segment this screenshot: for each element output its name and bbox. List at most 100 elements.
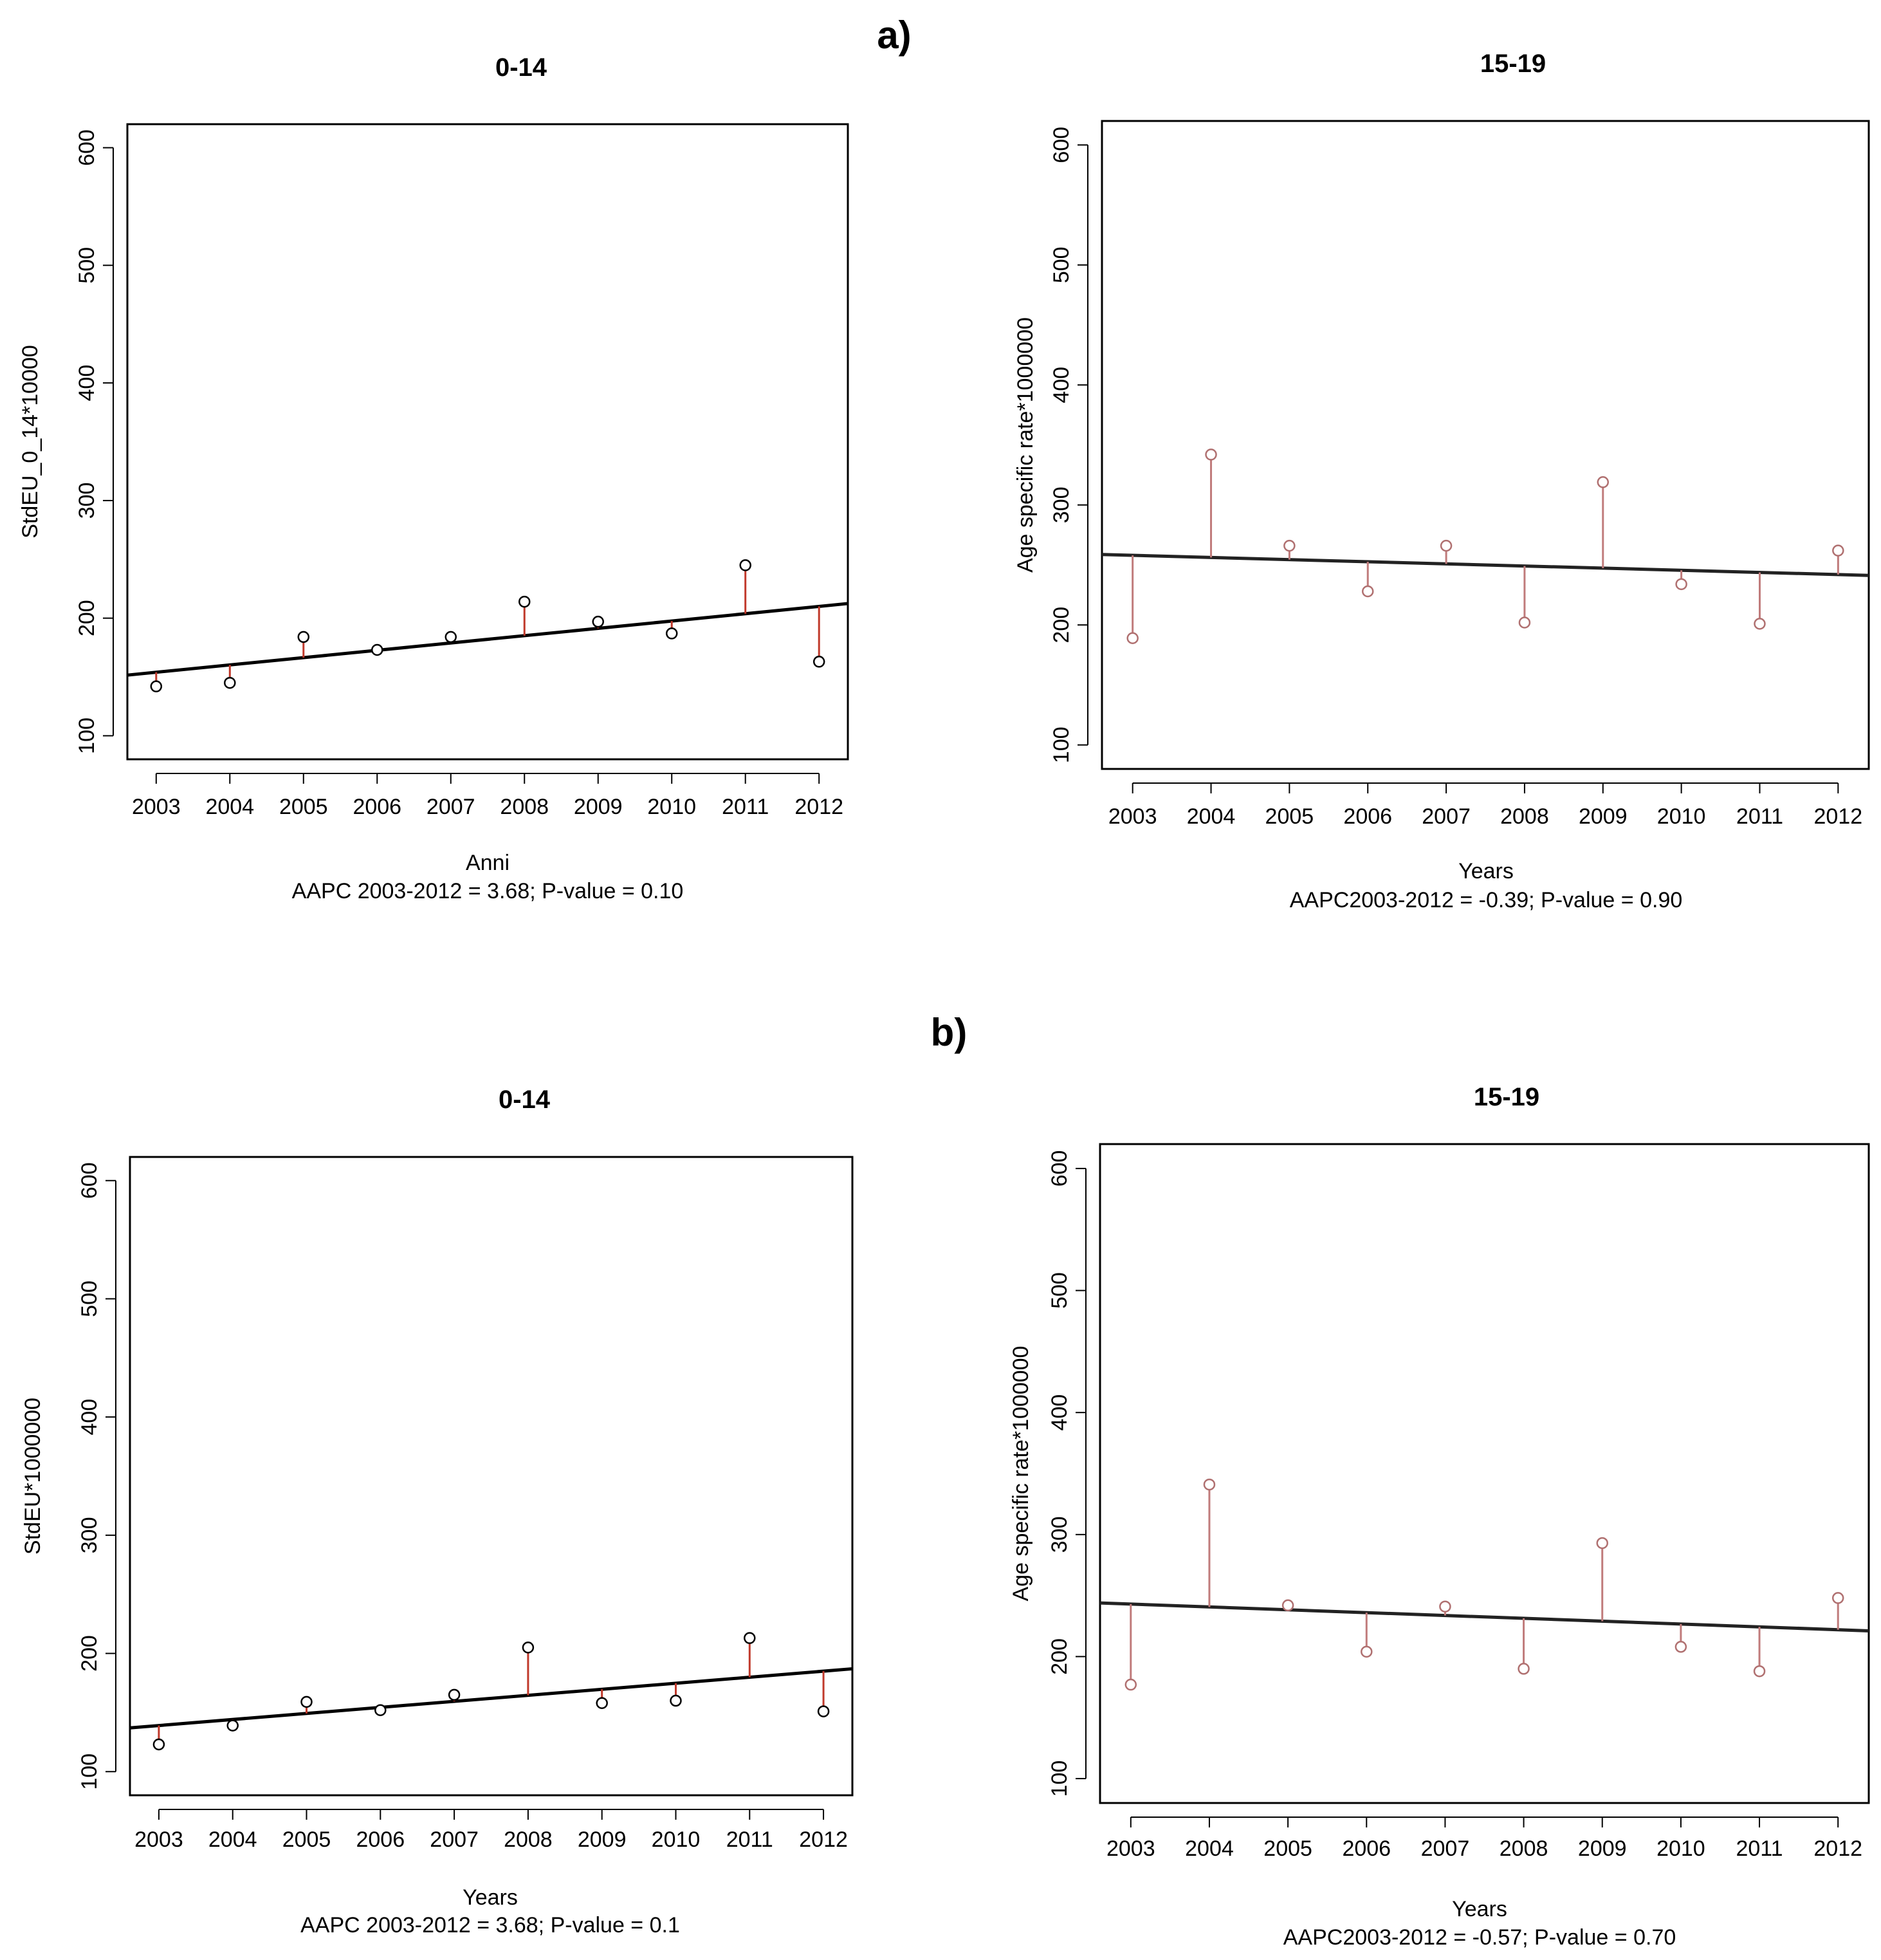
- x-tick-label: 2007: [427, 795, 475, 819]
- aapc-note: AAPC 2003-2012 = 3.68; P-value = 0.1: [300, 1913, 680, 1937]
- x-axis-label: Years: [1458, 859, 1514, 883]
- x-tick-label: 2006: [356, 1827, 405, 1852]
- x-tick-label: 2005: [1265, 804, 1314, 829]
- data-point: [1283, 539, 1296, 552]
- data-point: [1753, 1665, 1766, 1678]
- plot-frame: [1101, 120, 1870, 770]
- y-tick-label: 100: [75, 717, 99, 754]
- x-tick-label: 2004: [205, 795, 254, 819]
- y-tick-label: 500: [77, 1280, 102, 1317]
- trend-line: [127, 602, 849, 677]
- x-tick-label: 2011: [722, 795, 769, 819]
- data-point: [1675, 578, 1687, 591]
- y-tick-label: 600: [1047, 1151, 1072, 1187]
- y-tick-label: 300: [77, 1517, 102, 1553]
- x-tick-label: 2008: [504, 1827, 553, 1852]
- x-axis-label: Years: [463, 1885, 518, 1910]
- y-tick-label: 300: [1049, 486, 1074, 523]
- y-tick-label: 500: [1049, 246, 1074, 283]
- y-tick-label: 400: [75, 365, 99, 402]
- plot-frame: [126, 123, 849, 761]
- chart-b-0-14: 0-14 100 200 300 400 500 600 StdEU*1000000 2003 2…: [21, 1086, 854, 1937]
- x-tick-label: 2007: [430, 1827, 479, 1852]
- aapc-note: AAPC2003-2012 = -0.57; P-value = 0.70: [1283, 1925, 1676, 1950]
- data-point: [224, 676, 236, 689]
- x-tick-label: 2010: [1657, 804, 1706, 829]
- aapc-note: AAPC 2003-2012 = 3.68; P-value = 0.10: [292, 879, 684, 903]
- data-point: [1440, 539, 1453, 552]
- data-point: [518, 595, 531, 608]
- data-point: [1439, 1600, 1451, 1613]
- trend-line: [129, 1667, 853, 1730]
- x-tick-label: 2008: [1500, 1836, 1548, 1861]
- x-tick-label: 2005: [279, 795, 328, 819]
- x-tick-label: 2010: [647, 795, 696, 819]
- x-tick-label: 2008: [500, 795, 549, 819]
- data-point: [817, 1705, 830, 1717]
- panel-label-b: b): [931, 1011, 968, 1054]
- data-point: [739, 559, 751, 571]
- x-tick-label: 2009: [578, 1827, 627, 1852]
- aapc-note: AAPC2003-2012 = -0.39; P-value = 0.90: [1290, 888, 1683, 912]
- y-tick-label: 400: [1049, 367, 1074, 403]
- y-tick-label: 300: [75, 483, 99, 519]
- y-tick-label: 400: [1047, 1394, 1072, 1431]
- x-tick-label: 2009: [574, 795, 623, 819]
- plot-title: 15-19: [1474, 1083, 1539, 1111]
- data-point: [1281, 1599, 1294, 1612]
- x-tick-label: 2009: [1579, 804, 1628, 829]
- y-tick-label: 100: [77, 1753, 102, 1790]
- data-point: [596, 1697, 608, 1709]
- data-point: [150, 680, 163, 692]
- x-tick-label: 2005: [1263, 1836, 1312, 1861]
- plot-title: 0-14: [499, 1086, 551, 1114]
- data-point: [1597, 476, 1610, 488]
- x-tick-label: 2003: [1108, 804, 1157, 829]
- x-tick-label: 2011: [1736, 1836, 1783, 1861]
- x-tick-label: 2012: [1813, 1836, 1862, 1861]
- y-tick-label: 500: [75, 247, 99, 284]
- plot-frame: [1099, 1143, 1870, 1804]
- y-tick-label: 100: [1049, 726, 1074, 763]
- data-point: [1832, 544, 1844, 557]
- x-tick-label: 2011: [1736, 804, 1783, 829]
- y-tick-label: 600: [77, 1162, 102, 1199]
- x-tick-label: 2011: [726, 1827, 773, 1852]
- x-tick-label: 2007: [1421, 1836, 1470, 1861]
- data-point: [300, 1696, 313, 1708]
- y-axis-label: StdEU_0_14*10000: [18, 345, 42, 539]
- data-point: [448, 1688, 461, 1701]
- y-tick-label: 200: [1049, 607, 1074, 643]
- panel-label-a: a): [877, 14, 911, 57]
- y-tick-label: 600: [75, 129, 99, 166]
- x-axis-label: Years: [1452, 1897, 1507, 1921]
- x-tick-label: 2004: [1185, 1836, 1234, 1861]
- data-point: [1831, 1592, 1844, 1604]
- x-tick-label: 2006: [1343, 804, 1392, 829]
- x-tick-label: 2008: [1500, 804, 1549, 829]
- data-point: [297, 631, 310, 643]
- data-point: [670, 1694, 682, 1707]
- x-tick-label: 2003: [134, 1827, 183, 1852]
- x-tick-label: 2010: [652, 1827, 701, 1852]
- data-point: [1518, 1663, 1530, 1675]
- data-point: [1205, 448, 1217, 461]
- y-tick-label: 500: [1047, 1272, 1072, 1309]
- x-tick-label: 2003: [1106, 1836, 1155, 1861]
- data-point: [1596, 1537, 1608, 1549]
- data-point: [1361, 585, 1374, 598]
- y-tick-label: 200: [75, 600, 99, 636]
- data-point: [812, 656, 825, 668]
- x-tick-label: 2004: [1187, 804, 1236, 829]
- data-point: [371, 643, 383, 656]
- data-point: [665, 627, 678, 640]
- y-tick-label: 400: [77, 1399, 102, 1436]
- data-point: [1126, 632, 1139, 644]
- x-tick-label: 2006: [353, 795, 401, 819]
- y-tick-label: 100: [1047, 1761, 1072, 1797]
- y-tick-label: 600: [1049, 127, 1074, 163]
- y-tick-label: 200: [77, 1635, 102, 1672]
- chart-a-0-14: 0-14 100 200 300 400 500 600 StdEU_0_14*10000 20…: [18, 53, 849, 903]
- x-tick-label: 2007: [1422, 804, 1471, 829]
